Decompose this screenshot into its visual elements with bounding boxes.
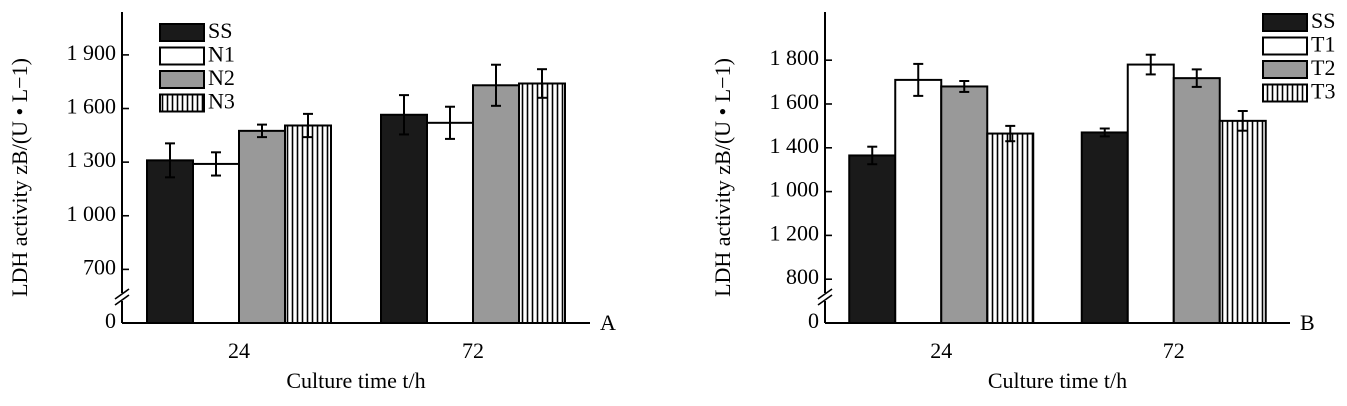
panel-label: A bbox=[600, 310, 616, 335]
bar bbox=[472, 84, 520, 324]
legend-label: T3 bbox=[1311, 79, 1335, 104]
bar bbox=[426, 121, 474, 325]
y-tick-label: 1 200 bbox=[770, 220, 820, 245]
axis-break bbox=[114, 294, 130, 306]
legend-label: T1 bbox=[1311, 32, 1335, 57]
bar bbox=[894, 78, 943, 324]
axis-break-gap bbox=[116, 293, 128, 301]
bar bbox=[238, 129, 286, 324]
y-axis-label: LDH activity zB/(U • L−1) bbox=[7, 58, 32, 297]
x-axis-label: Culture time t/h bbox=[988, 368, 1127, 393]
y-tick-label: 1 600 bbox=[67, 94, 117, 119]
legend-label: T2 bbox=[1311, 55, 1335, 80]
legend-swatch bbox=[159, 70, 205, 89]
bar bbox=[1172, 77, 1221, 324]
y-tick-label: 1 400 bbox=[770, 133, 820, 158]
bar bbox=[146, 159, 194, 324]
axis-break-gap bbox=[819, 293, 831, 301]
y-tick-label: 800 bbox=[786, 264, 819, 289]
y-tick-label: 0 bbox=[105, 308, 116, 333]
y-tick-label: 1 800 bbox=[770, 45, 820, 70]
x-tick-label: 24 bbox=[930, 338, 952, 363]
x-tick-label: 72 bbox=[1163, 338, 1185, 363]
y-tick-label: 1 000 bbox=[770, 177, 820, 202]
axis-break bbox=[817, 294, 833, 306]
panel-label: B bbox=[1300, 310, 1315, 335]
axis-break bbox=[817, 288, 833, 300]
bar bbox=[1126, 63, 1175, 324]
legend-swatch bbox=[1262, 83, 1308, 103]
y-tick-label: 1 900 bbox=[67, 40, 117, 65]
x-axis-label: Culture time t/h bbox=[286, 368, 425, 393]
bar bbox=[940, 85, 989, 325]
y-tick-label: 1 600 bbox=[770, 89, 820, 114]
legend-label: N2 bbox=[208, 65, 235, 90]
y-tick-label: 700 bbox=[83, 254, 116, 279]
x-tick-label: 72 bbox=[462, 338, 484, 363]
legend-swatch bbox=[159, 46, 205, 66]
legend-swatch bbox=[1262, 13, 1308, 32]
bar bbox=[380, 113, 428, 324]
bar bbox=[192, 162, 240, 324]
legend-label: N3 bbox=[208, 89, 235, 114]
x-tick-label: 24 bbox=[228, 338, 250, 363]
legend-label: SS bbox=[1311, 8, 1335, 33]
legend-swatch bbox=[159, 23, 205, 42]
legend-swatch bbox=[1262, 60, 1308, 79]
y-axis-label: LDH activity zB/(U • L−1) bbox=[710, 58, 735, 297]
bar bbox=[518, 82, 566, 325]
legend-label: SS bbox=[208, 18, 232, 43]
legend-label: N1 bbox=[208, 42, 235, 67]
legend-swatch bbox=[1262, 36, 1308, 56]
bar bbox=[1218, 119, 1267, 324]
axis-break bbox=[114, 288, 130, 300]
bar bbox=[284, 124, 332, 324]
bar bbox=[848, 154, 897, 324]
y-tick-label: 0 bbox=[808, 308, 819, 333]
y-tick-label: 1 300 bbox=[67, 147, 117, 172]
bar bbox=[1080, 131, 1129, 324]
legend-swatch bbox=[159, 93, 205, 113]
bar bbox=[986, 132, 1035, 324]
y-tick-label: 1 000 bbox=[67, 201, 117, 226]
